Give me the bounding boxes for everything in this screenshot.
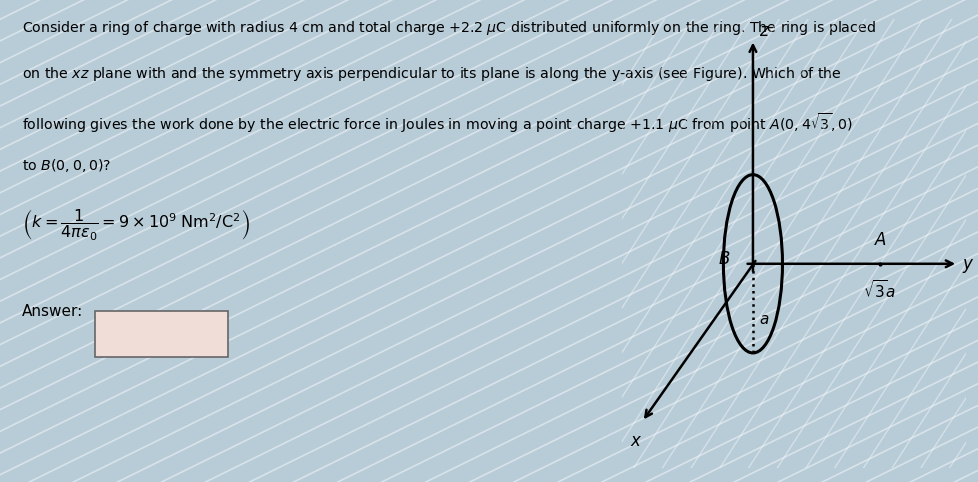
Text: on the $xz$ plane with and the symmetry axis perpendicular to its plane is along: on the $xz$ plane with and the symmetry …: [22, 65, 841, 83]
Text: following gives the work done by the electric force in Joules in moving a point : following gives the work done by the ele…: [22, 111, 852, 134]
Text: z: z: [758, 22, 767, 40]
FancyBboxPatch shape: [95, 311, 228, 357]
Text: Answer:: Answer:: [22, 304, 83, 319]
Text: x: x: [630, 432, 640, 450]
Text: to $B(0, 0, 0)$?: to $B(0, 0, 0)$?: [22, 157, 111, 174]
Text: $\sqrt{3}a$: $\sqrt{3}a$: [863, 279, 896, 301]
Text: Consider a ring of charge with radius 4 cm and total charge +2.2 $\mu$C distribu: Consider a ring of charge with radius 4 …: [22, 19, 874, 37]
Text: y: y: [961, 255, 971, 273]
Text: B: B: [718, 250, 730, 268]
Text: A: A: [873, 230, 885, 249]
Text: $a$: $a$: [758, 312, 769, 327]
Text: $\left(k = \dfrac{1}{4\pi\varepsilon_0} = 9 \times 10^9 \; \mathrm{Nm^2/C^2}\rig: $\left(k = \dfrac{1}{4\pi\varepsilon_0} …: [22, 207, 249, 243]
